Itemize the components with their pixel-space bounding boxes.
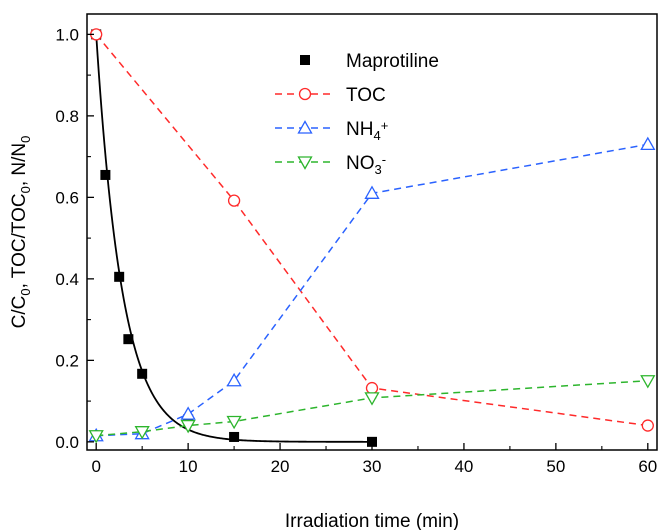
data-point-0-7 xyxy=(367,436,377,447)
data-point-3-3 xyxy=(226,372,242,387)
series-line-2 xyxy=(95,33,648,427)
data-point-4-0 xyxy=(88,430,104,444)
x-tick-label: 20 xyxy=(271,457,290,476)
data-point-3-5 xyxy=(640,136,656,151)
x-tick-label: 10 xyxy=(179,457,198,476)
data-point-4-5 xyxy=(640,375,656,389)
markers-layer xyxy=(88,28,656,447)
y-axis-label: C/C0, TOC/TOC0, N/N0 xyxy=(9,136,33,329)
series-line-4 xyxy=(96,379,648,437)
series-lines-layer xyxy=(95,33,648,437)
data-point-0-3 xyxy=(123,334,134,345)
x-tick-label: 40 xyxy=(454,457,473,476)
x-tick-label: 0 xyxy=(91,457,100,476)
data-point-0-1 xyxy=(100,169,111,180)
y-tick-label: 0.2 xyxy=(55,351,79,370)
data-point-3-4 xyxy=(364,185,380,199)
data-point-2-3 xyxy=(641,419,654,432)
legend-marker xyxy=(300,55,310,65)
legend-label: NH4+ xyxy=(346,118,388,143)
y-tick-label: 1.0 xyxy=(55,25,79,44)
data-point-2-2 xyxy=(365,381,379,395)
data-point-3-2 xyxy=(180,406,196,420)
legend-label: Maprotiline xyxy=(346,51,439,72)
series-line-3 xyxy=(96,143,648,437)
data-point-4-2 xyxy=(180,419,196,434)
data-point-2-1 xyxy=(227,194,241,207)
x-tick-label: 50 xyxy=(546,457,565,476)
y-tick-label: 0.8 xyxy=(55,107,79,126)
data-point-4-4 xyxy=(364,392,380,406)
data-point-4-3 xyxy=(226,415,242,430)
data-point-0-6 xyxy=(229,431,240,442)
x-tick-label: 30 xyxy=(363,457,382,476)
legend-label: NO3- xyxy=(346,152,386,177)
y-tick-label: 0.6 xyxy=(55,188,79,207)
legend-marker xyxy=(297,120,313,134)
data-point-0-4 xyxy=(137,368,148,379)
ticks-layer: 0 10 20 30 40 50 60 0.0 0.2 0.4 0.6 0.8 1.0 xyxy=(55,25,657,476)
y-tick-label: 0.0 xyxy=(55,433,79,452)
legend-marker xyxy=(298,87,312,101)
x-tick-label: 60 xyxy=(638,457,657,476)
legend: Maprotiline TOC NH4+ NO3- xyxy=(275,51,439,177)
x-axis-label: Irradiation time (min) xyxy=(285,511,459,530)
data-point-0-2 xyxy=(114,271,125,282)
legend-marker xyxy=(297,156,313,170)
y-tick-label: 0.4 xyxy=(55,270,79,289)
legend-label: TOC xyxy=(346,85,386,106)
data-point-4-1 xyxy=(134,426,150,440)
